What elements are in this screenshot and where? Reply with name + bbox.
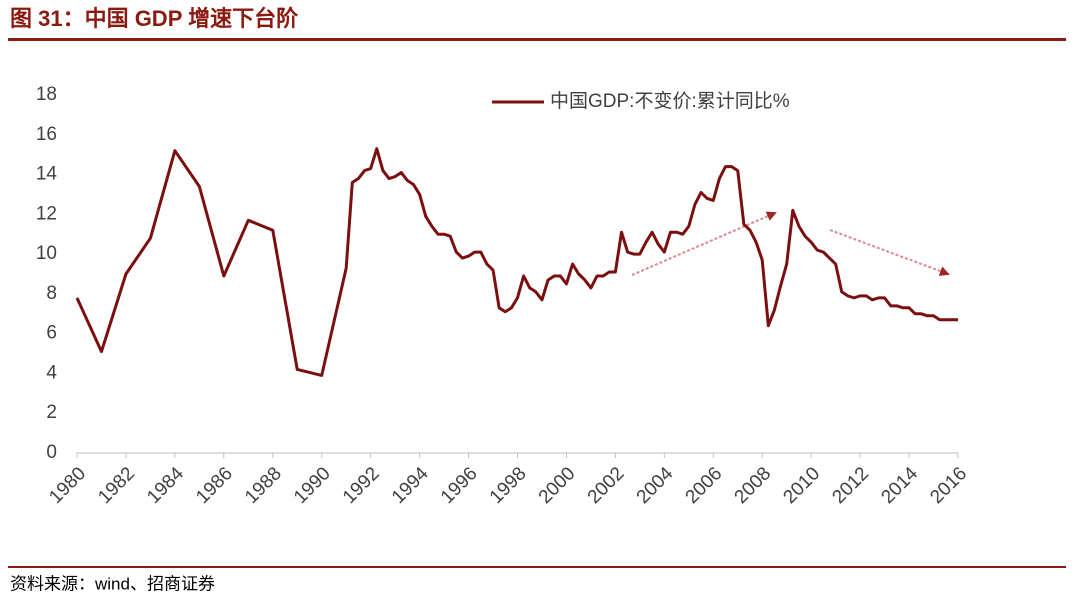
x-tick-label: 2002 xyxy=(584,463,629,508)
x-tick-label: 2014 xyxy=(877,463,922,508)
x-tick-label: 2012 xyxy=(828,463,873,508)
x-tick-label: 1998 xyxy=(486,463,531,508)
x-tick-label: 2000 xyxy=(535,463,580,508)
y-tick-label: 8 xyxy=(46,283,57,304)
footer-rule xyxy=(8,566,1066,568)
x-tick-label: 2004 xyxy=(633,463,678,508)
x-tick-label: 1982 xyxy=(94,463,139,508)
y-tick-label: 12 xyxy=(36,203,57,224)
x-tick-label: 2006 xyxy=(682,463,727,508)
trend-arrow xyxy=(631,211,777,276)
chart-title: 图 31：中国 GDP 增速下台阶 xyxy=(10,6,299,31)
y-tick-label: 10 xyxy=(36,243,57,264)
x-tick-label: 1988 xyxy=(241,463,286,508)
x-tick-label: 1986 xyxy=(192,463,237,508)
x-tick-label: 2010 xyxy=(780,463,825,508)
y-tick-label: 6 xyxy=(46,323,57,344)
source: 资料来源：wind、招商证券 xyxy=(10,574,215,593)
x-tick-label: 1992 xyxy=(339,463,384,508)
x-tick-label: 1980 xyxy=(45,463,90,508)
legend-label: 中国GDP:不变价:累计同比% xyxy=(550,90,790,112)
y-tick-label: 4 xyxy=(46,362,57,383)
trend-arrow xyxy=(829,229,950,276)
y-tick-label: 16 xyxy=(36,124,57,145)
y-tick-label: 18 xyxy=(36,84,57,105)
x-tick-label: 2016 xyxy=(926,463,971,508)
x-tick-label: 1996 xyxy=(437,463,482,508)
y-tick-label: 2 xyxy=(46,402,57,423)
y-tick-label: 14 xyxy=(36,164,58,185)
y-tick-label: 0 xyxy=(46,442,57,463)
x-tick-label: 1984 xyxy=(143,463,188,508)
x-tick-label: 1990 xyxy=(290,463,335,508)
x-tick-label: 1994 xyxy=(388,463,433,508)
x-tick-label: 2008 xyxy=(731,463,776,508)
header-rule xyxy=(8,38,1066,41)
series-line xyxy=(75,147,958,377)
